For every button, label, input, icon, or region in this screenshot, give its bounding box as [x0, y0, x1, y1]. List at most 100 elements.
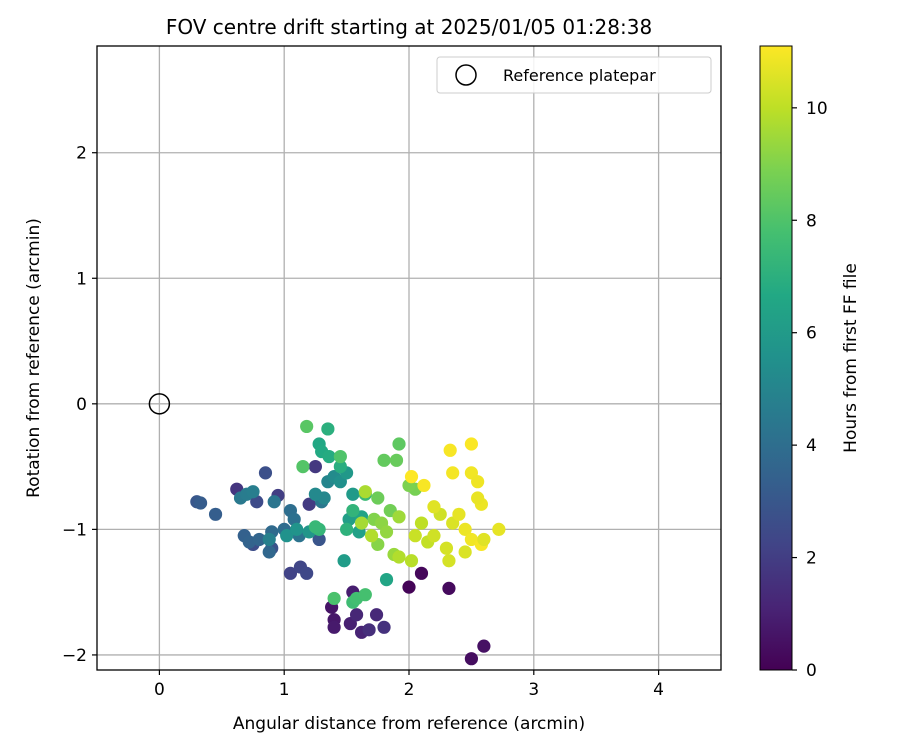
data-point — [427, 529, 441, 543]
data-points — [190, 419, 506, 666]
y-tick-label: −1 — [62, 520, 87, 540]
y-tick-label: 2 — [76, 144, 87, 164]
colorbar: 0 2 4 6 8 10 Hours from first FF file — [759, 45, 861, 681]
data-point — [308, 487, 322, 501]
y-tick-label: 0 — [76, 395, 87, 415]
data-point — [404, 470, 419, 484]
data-point — [417, 478, 431, 493]
data-point — [262, 532, 276, 547]
data-point — [427, 500, 441, 514]
data-point — [308, 520, 322, 534]
data-point — [392, 437, 406, 451]
data-point — [354, 516, 369, 530]
y-axis-ticks: −2 −1 0 1 2 — [62, 144, 97, 666]
data-point — [346, 487, 360, 501]
data-point — [300, 419, 314, 434]
colorbar-tick-label: 0 — [806, 661, 817, 681]
grid-lines — [97, 46, 721, 670]
data-point — [464, 532, 478, 547]
data-point — [369, 608, 384, 622]
data-point — [333, 449, 347, 464]
data-point — [414, 566, 429, 580]
data-point — [327, 620, 341, 634]
colorbar-tick-label: 2 — [806, 549, 817, 569]
data-point — [377, 620, 391, 634]
data-point — [290, 522, 304, 536]
data-point — [458, 522, 472, 536]
data-point — [371, 491, 385, 505]
data-point — [312, 532, 326, 547]
y-tick-label: −2 — [62, 646, 87, 666]
data-point — [464, 437, 478, 451]
legend-label-reference: Reference platepar — [503, 66, 656, 85]
data-point — [452, 507, 466, 521]
colorbar-tick-label: 4 — [806, 436, 817, 456]
data-point — [392, 550, 406, 564]
data-point — [446, 466, 460, 480]
data-point — [349, 608, 364, 622]
data-point — [321, 422, 335, 436]
colorbar-tick-label: 10 — [806, 99, 828, 119]
data-point — [250, 495, 264, 509]
data-point — [267, 495, 281, 509]
data-point — [340, 522, 354, 536]
colorbar-tick-label: 8 — [806, 211, 817, 231]
data-point — [283, 566, 298, 580]
data-point — [287, 512, 301, 526]
data-point — [477, 532, 491, 547]
x-axis-label: Angular distance from reference (arcmin) — [233, 714, 585, 734]
legend-reference-marker — [455, 64, 477, 86]
data-point — [322, 449, 336, 464]
data-point — [471, 491, 485, 505]
y-axis-label: Rotation from reference (arcmin) — [24, 218, 44, 498]
data-point — [408, 529, 422, 543]
data-point — [458, 545, 472, 559]
x-tick-label: 3 — [528, 680, 539, 700]
data-point — [402, 580, 416, 594]
data-point — [242, 535, 256, 549]
data-point — [246, 485, 260, 499]
data-point — [442, 581, 456, 595]
data-point — [337, 554, 351, 568]
data-point — [379, 525, 394, 539]
data-point — [296, 460, 310, 474]
data-point — [346, 503, 360, 518]
data-point — [364, 529, 379, 543]
colorbar-label: Hours from first FF file — [841, 263, 861, 453]
data-point — [392, 510, 406, 524]
data-point — [471, 475, 485, 489]
data-point — [300, 566, 314, 580]
data-point — [308, 460, 322, 474]
data-point — [477, 639, 491, 653]
y-tick-label: 1 — [76, 269, 87, 289]
data-point — [362, 623, 376, 637]
data-point — [280, 529, 294, 543]
colorbar-ticks: 0 2 4 6 8 10 — [792, 99, 828, 681]
data-point — [414, 516, 429, 530]
data-point — [389, 453, 404, 467]
data-point — [193, 496, 208, 510]
x-tick-label: 1 — [279, 680, 290, 700]
data-point — [404, 554, 419, 568]
data-point — [358, 485, 372, 499]
data-point — [358, 588, 372, 602]
data-point — [492, 522, 506, 536]
colorbar-tick-label: 6 — [806, 324, 817, 344]
data-point — [252, 532, 266, 547]
x-axis-ticks: 0 1 2 3 4 — [154, 670, 664, 700]
legend: Reference platepar — [436, 56, 712, 94]
colorbar-gradient — [759, 45, 793, 671]
data-point — [333, 460, 347, 474]
data-point — [208, 507, 223, 521]
x-tick-label: 0 — [154, 680, 165, 700]
x-tick-label: 4 — [653, 680, 664, 700]
legend-box — [436, 56, 712, 94]
data-point — [439, 541, 454, 555]
data-point — [379, 573, 394, 587]
data-point — [377, 453, 391, 467]
data-point — [258, 466, 273, 480]
data-point — [327, 591, 341, 606]
data-point — [442, 554, 456, 568]
data-point — [302, 497, 316, 511]
